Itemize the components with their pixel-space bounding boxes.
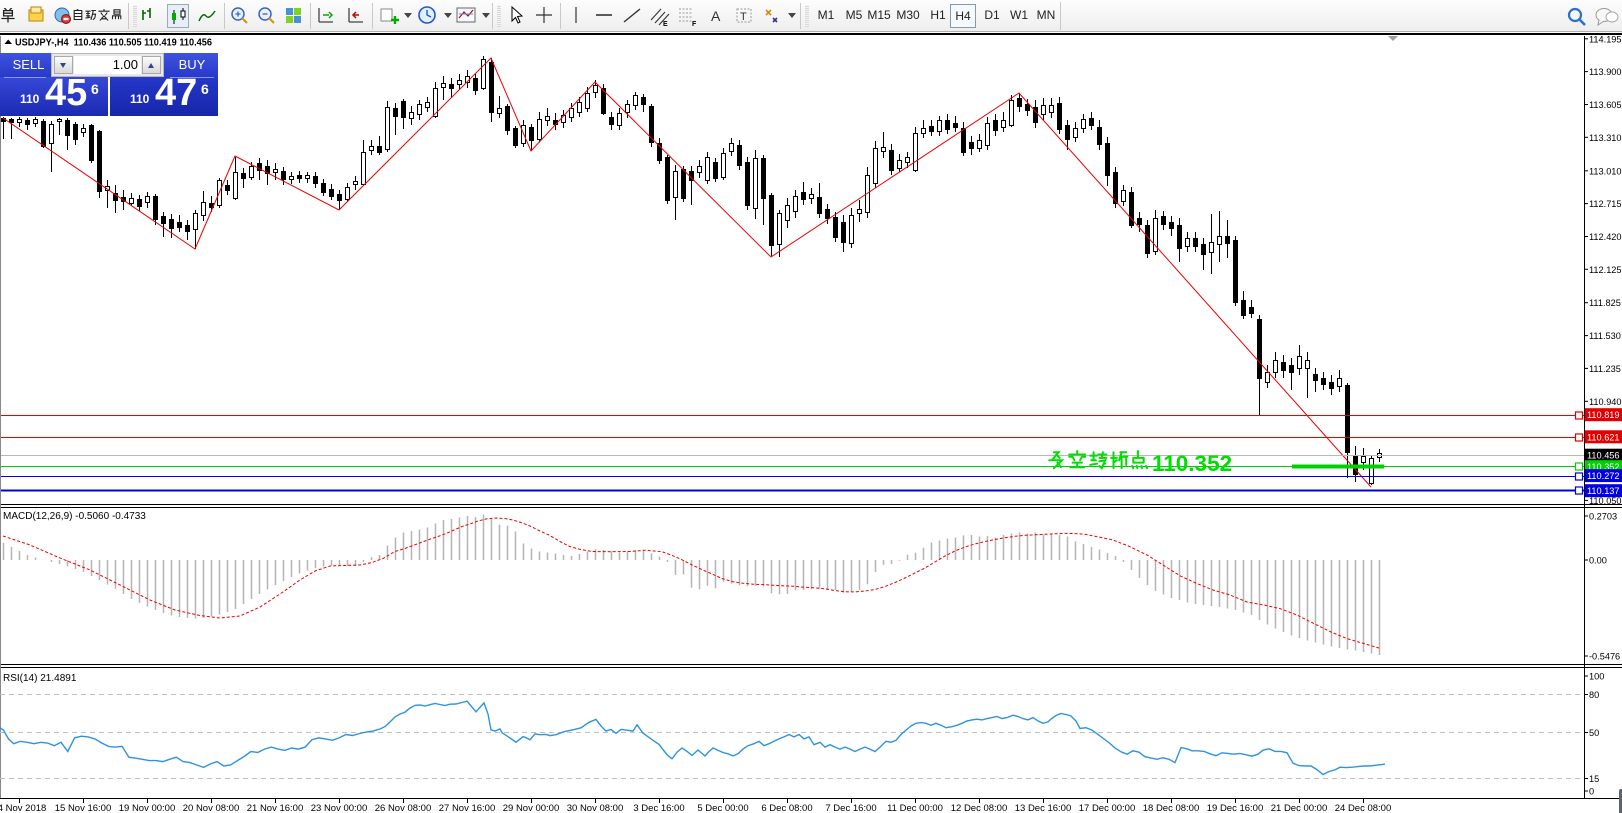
svg-text:110.456: 110.456 (1587, 451, 1620, 461)
svg-text:110.050: 110.050 (1589, 496, 1622, 506)
svg-text:112.420: 112.420 (1589, 232, 1622, 242)
svg-text:110.621: 110.621 (1587, 432, 1620, 442)
svg-text:113.605: 113.605 (1589, 100, 1622, 110)
svg-text:3 Dec 16:00: 3 Dec 16:00 (633, 803, 684, 813)
svg-text:114.195: 114.195 (1589, 36, 1622, 44)
svg-text:111.235: 111.235 (1589, 364, 1621, 374)
svg-text:A: A (711, 8, 721, 24)
svg-text:15: 15 (1589, 774, 1599, 784)
svg-text:27 Nov 16:00: 27 Nov 16:00 (439, 803, 496, 813)
svg-text:113.010: 113.010 (1589, 166, 1622, 176)
svg-text:113.310: 113.310 (1589, 133, 1622, 143)
svg-text:5 Dec 00:00: 5 Dec 00:00 (697, 803, 748, 813)
svg-text:19 Nov 00:00: 19 Nov 00:00 (119, 803, 176, 813)
svg-text:-0.5476: -0.5476 (1589, 652, 1620, 662)
svg-text:110.819: 110.819 (1587, 410, 1620, 420)
svg-text:110.352: 110.352 (1587, 462, 1620, 472)
svg-text:20 Nov 08:00: 20 Nov 08:00 (183, 803, 240, 813)
svg-text:21 Dec 00:00: 21 Dec 00:00 (1271, 803, 1328, 813)
svg-text:21 Nov 16:00: 21 Nov 16:00 (247, 803, 304, 813)
svg-text:11 Dec 00:00: 11 Dec 00:00 (887, 803, 943, 813)
svg-text:7 Dec 16:00: 7 Dec 16:00 (825, 803, 876, 813)
svg-text:15 Nov 16:00: 15 Nov 16:00 (55, 803, 112, 813)
svg-text:30 Nov 08:00: 30 Nov 08:00 (567, 803, 624, 813)
svg-text:17 Dec 00:00: 17 Dec 00:00 (1079, 803, 1136, 813)
svg-text:19 Dec 16:00: 19 Dec 16:00 (1207, 803, 1264, 813)
svg-text:0: 0 (1589, 787, 1594, 797)
svg-text:111.530: 111.530 (1589, 331, 1621, 341)
svg-text:6 Dec 08:00: 6 Dec 08:00 (761, 803, 812, 813)
svg-text:18 Dec 08:00: 18 Dec 08:00 (1143, 803, 1200, 813)
svg-text:USDJPY-,H4 110.436 110.505 11: USDJPY-,H4 110.436 110.505 110.419 110.4… (15, 38, 212, 49)
svg-text:MACD(12,26,9) -0.5060 -0.4733: MACD(12,26,9) -0.5060 -0.4733 (3, 511, 146, 522)
svg-text:50: 50 (1589, 728, 1599, 738)
svg-text:110.940: 110.940 (1589, 397, 1622, 407)
svg-text:113.900: 113.900 (1589, 67, 1622, 77)
svg-text:23 Nov 00:00: 23 Nov 00:00 (311, 803, 368, 813)
svg-text:24 Dec 08:00: 24 Dec 08:00 (1335, 803, 1392, 813)
svg-text:29 Nov 00:00: 29 Nov 00:00 (503, 803, 560, 813)
svg-text:112.715: 112.715 (1589, 199, 1622, 209)
svg-text:26 Nov 08:00: 26 Nov 08:00 (375, 803, 432, 813)
svg-text:0.2703: 0.2703 (1589, 512, 1617, 522)
svg-text:E: E (663, 21, 668, 28)
svg-text:F: F (692, 21, 697, 28)
svg-text:110.272: 110.272 (1587, 471, 1620, 481)
svg-text:110.352: 110.352 (1152, 451, 1232, 476)
svg-text:111.825: 111.825 (1589, 298, 1621, 308)
svg-text:13 Dec 16:00: 13 Dec 16:00 (1015, 803, 1072, 813)
svg-text:RSI(14) 21.4891: RSI(14) 21.4891 (3, 673, 77, 684)
svg-text:0.00: 0.00 (1589, 556, 1607, 566)
svg-text:12 Dec 08:00: 12 Dec 08:00 (951, 803, 1008, 813)
svg-text:4 Nov 2018: 4 Nov 2018 (0, 803, 46, 813)
svg-text:100: 100 (1589, 672, 1604, 682)
svg-text:110.137: 110.137 (1587, 486, 1620, 496)
svg-text:80: 80 (1589, 690, 1599, 700)
svg-text:T: T (740, 11, 747, 23)
svg-text:112.125: 112.125 (1589, 265, 1622, 275)
